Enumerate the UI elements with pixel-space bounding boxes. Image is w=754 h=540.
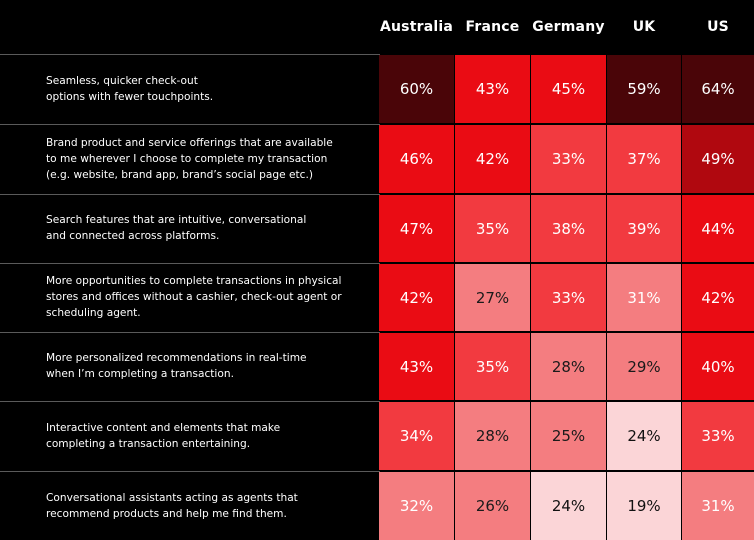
column-header: US <box>707 19 729 35</box>
column-header: Germany <box>532 19 605 35</box>
heatmap-cell: 42% <box>455 125 530 193</box>
row-label: Brand product and service offerings that… <box>46 136 333 181</box>
heatmap-cell: 39% <box>607 195 681 262</box>
heatmap-cell: 35% <box>455 333 530 400</box>
column-header: Australia <box>379 19 454 35</box>
heatmap-cell: 45% <box>531 55 606 123</box>
heatmap-cell: 24% <box>531 472 606 540</box>
heatmap-cell: 44% <box>682 195 754 262</box>
heatmap-cell: 43% <box>379 333 454 400</box>
heatmap-cell: 46% <box>379 125 454 193</box>
heatmap-cell: 28% <box>531 333 606 400</box>
heatmap-cell: 26% <box>455 472 530 540</box>
heatmap-cell: 33% <box>682 402 754 470</box>
heatmap-cell: 60% <box>379 55 454 123</box>
row-label: Interactive content and elements that ma… <box>46 421 281 450</box>
row-label: More personalized recommendations in rea… <box>46 352 307 380</box>
heatmap-cell: 34% <box>379 402 454 470</box>
heatmap-cell: 33% <box>531 264 606 331</box>
heatmap-cell: 35% <box>455 195 530 262</box>
heatmap-cell: 25% <box>531 402 606 470</box>
column-header: UK <box>632 19 656 35</box>
heatmap-cell: 49% <box>682 125 754 193</box>
heatmap-cell: 24% <box>607 402 681 470</box>
row-divider <box>0 471 380 472</box>
heatmap-cell: 64% <box>682 55 754 123</box>
row-label: Conversational assistants acting as agen… <box>46 491 298 520</box>
row-label: More opportunities to complete transacti… <box>46 275 342 319</box>
heatmap-cell: 43% <box>455 55 530 123</box>
heatmap-cell: 47% <box>379 195 454 262</box>
heatmap-cell: 31% <box>682 472 754 540</box>
heatmap-cell: 27% <box>455 264 530 331</box>
row-label: Seamless, quicker check-out options with… <box>46 74 214 103</box>
row-divider <box>0 263 380 264</box>
heatmap-cell: 19% <box>607 472 681 540</box>
row-divider <box>0 194 380 195</box>
heatmap-cell: 37% <box>607 125 681 193</box>
heatmap-cell: 42% <box>682 264 754 331</box>
heatmap-cell: 38% <box>531 195 606 262</box>
row-divider <box>0 54 380 55</box>
heatmap-cell: 42% <box>379 264 454 331</box>
row-divider <box>0 332 380 333</box>
heatmap-cell: 33% <box>531 125 606 193</box>
heatmap-cell: 59% <box>607 55 681 123</box>
column-header: France <box>465 19 520 35</box>
heatmap-cell: 29% <box>607 333 681 400</box>
heatmap-cell: 40% <box>682 333 754 400</box>
row-label: Search features that are intuitive, conv… <box>46 214 307 242</box>
row-divider <box>0 401 380 402</box>
heatmap-cell: 32% <box>379 472 454 540</box>
heatmap-cell: 28% <box>455 402 530 470</box>
heatmap-cell: 31% <box>607 264 681 331</box>
row-divider <box>0 124 380 125</box>
